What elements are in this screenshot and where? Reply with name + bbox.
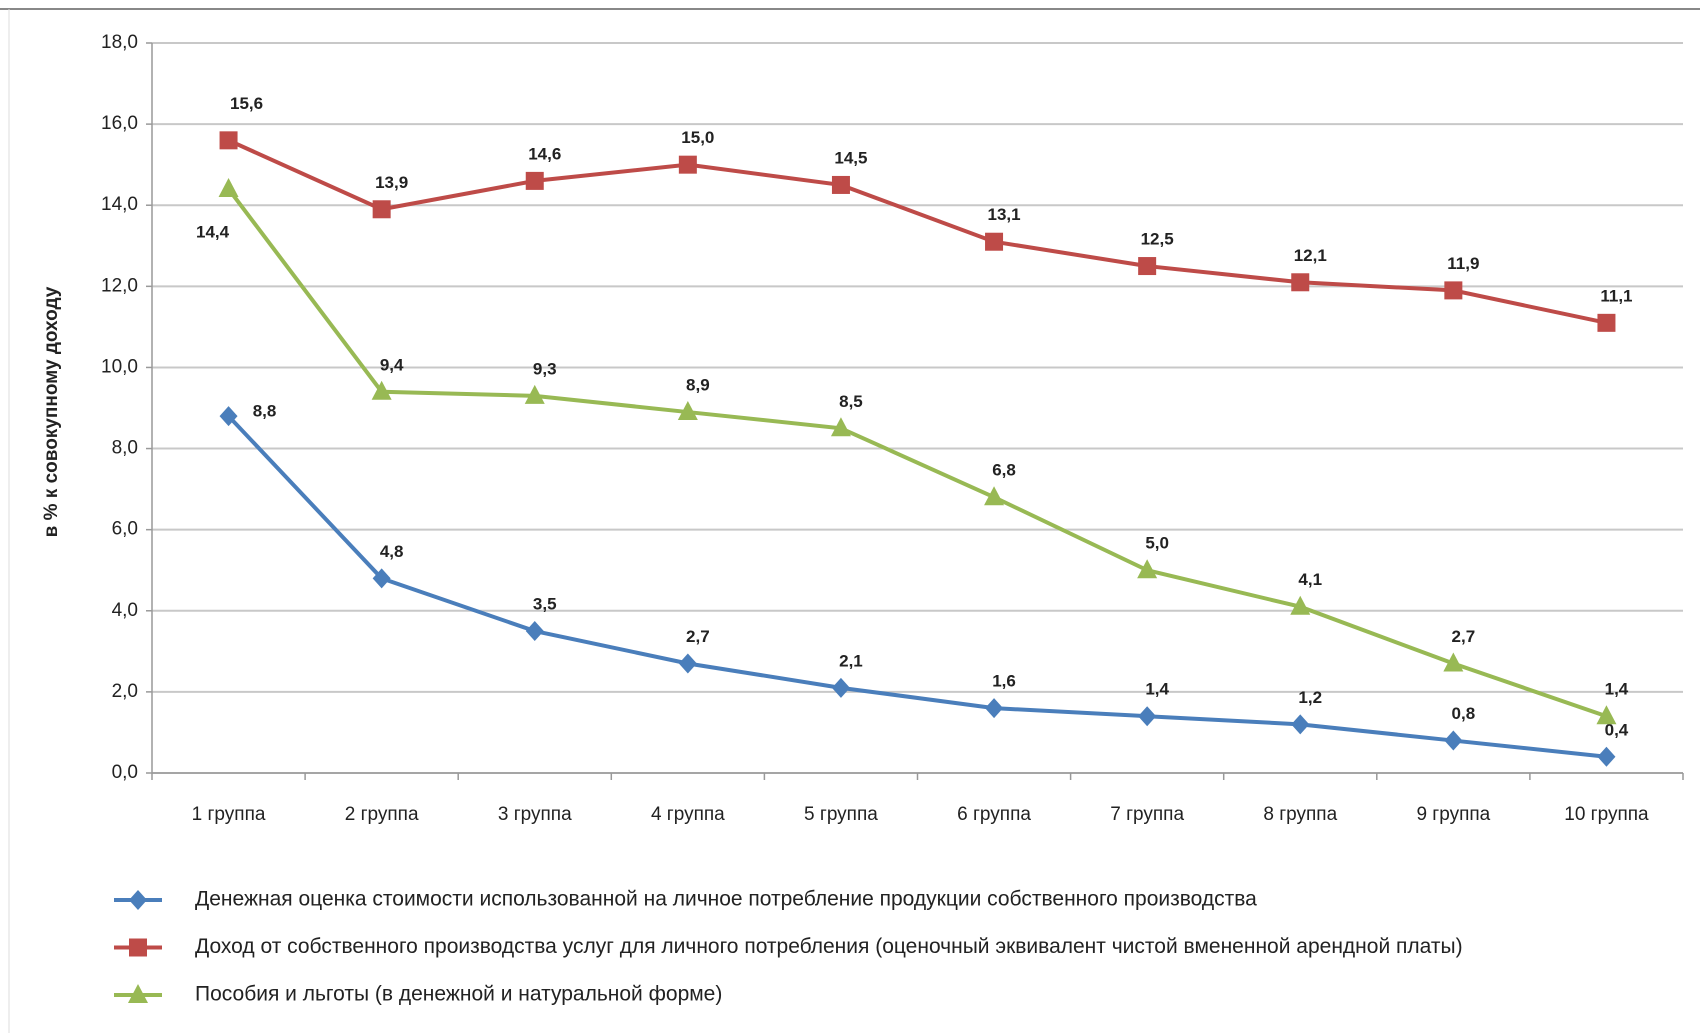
- data-label: 8,5: [839, 392, 863, 411]
- data-label: 15,6: [230, 94, 263, 113]
- data-point: [1597, 313, 1616, 332]
- data-label: 6,8: [992, 461, 1016, 480]
- data-point: [372, 568, 391, 589]
- data-label: 1,2: [1298, 688, 1322, 707]
- x-tick-label: 10 группа: [1564, 804, 1649, 825]
- data-label: 1,4: [1605, 680, 1629, 699]
- series-line: [227, 414, 1607, 759]
- data-point: [1137, 559, 1158, 579]
- data-point: [1138, 706, 1157, 727]
- data-point: [1444, 281, 1463, 300]
- y-tick-label: 6,0: [112, 519, 138, 540]
- y-tick-label: 10,0: [101, 356, 138, 377]
- data-point: [985, 698, 1004, 719]
- y-tick-label: 18,0: [101, 32, 138, 53]
- data-point: [1291, 714, 1310, 735]
- data-label: 14,5: [834, 148, 867, 167]
- data-point: [984, 486, 1005, 506]
- data-label: 8,8: [253, 402, 277, 421]
- data-label: 15,0: [681, 128, 714, 147]
- data-label: 11,9: [1447, 254, 1479, 273]
- data-label: 2,7: [686, 627, 710, 646]
- data-label: 1,4: [1145, 680, 1169, 699]
- data-label: 14,4: [196, 222, 230, 241]
- data-point: [678, 653, 697, 674]
- data-label: 14,6: [528, 144, 561, 163]
- series-line: [226, 187, 1608, 719]
- x-tick-label: 3 группа: [498, 804, 572, 825]
- data-label: 0,8: [1452, 704, 1476, 723]
- data-label: 8,9: [686, 376, 710, 395]
- data-point: [219, 406, 238, 427]
- data-point: [525, 621, 544, 642]
- data-point: [831, 175, 850, 194]
- legend-label: Денежная оценка стоимости использованной…: [195, 888, 1257, 911]
- data-point: [985, 232, 1004, 251]
- data-label: 12,1: [1294, 246, 1327, 265]
- y-tick-label: 14,0: [101, 194, 138, 215]
- y-tick-label: 16,0: [101, 113, 138, 134]
- data-point: [219, 131, 238, 150]
- legend-label: Доход от собственного производства услуг…: [195, 935, 1463, 958]
- data-label: 4,1: [1298, 570, 1322, 589]
- y-tick-label: 12,0: [101, 275, 138, 296]
- data-point: [1291, 273, 1310, 292]
- data-label: 9,4: [380, 355, 404, 374]
- y-tick-label: 2,0: [112, 681, 138, 702]
- data-label: 13,9: [375, 173, 408, 192]
- data-point: [371, 380, 392, 400]
- legend-label: Пособия и льготы (в денежной и натуральн…: [195, 983, 722, 1006]
- y-tick-label: 0,0: [112, 762, 138, 783]
- y-axis-label: в % к совокупному доходу: [41, 286, 62, 537]
- data-label: 2,1: [839, 651, 863, 670]
- series-line: [227, 138, 1607, 325]
- data-label: 5,0: [1145, 534, 1169, 553]
- data-point: [1444, 730, 1463, 751]
- data-point: [678, 155, 697, 174]
- x-tick-label: 8 группа: [1263, 804, 1337, 825]
- x-tick-label: 5 группа: [804, 804, 878, 825]
- data-label: 2,7: [1452, 627, 1476, 646]
- data-label: 13,1: [988, 205, 1021, 224]
- data-point: [1290, 595, 1311, 615]
- data-point: [1443, 652, 1464, 672]
- x-tick-label: 4 группа: [651, 804, 725, 825]
- data-label: 12,5: [1141, 230, 1174, 249]
- y-tick-label: 8,0: [112, 438, 138, 459]
- data-point: [830, 417, 851, 437]
- data-label: 9,3: [533, 359, 557, 378]
- x-tick-label: 2 группа: [345, 804, 419, 825]
- data-point: [525, 171, 544, 190]
- data-point: [1596, 705, 1617, 725]
- data-point: [677, 401, 698, 421]
- legend-marker: [129, 938, 147, 957]
- data-label: 4,8: [380, 542, 404, 561]
- data-label: 3,5: [533, 595, 557, 614]
- data-point: [218, 178, 239, 197]
- data-label: 1,6: [992, 672, 1016, 691]
- data-label: 0,4: [1605, 720, 1629, 739]
- data-point: [372, 200, 391, 219]
- legend-marker: [128, 984, 148, 1003]
- data-point: [831, 677, 850, 698]
- data-label: 11,1: [1600, 286, 1632, 305]
- legend-marker: [129, 890, 147, 910]
- x-tick-label: 1 группа: [192, 804, 266, 825]
- y-tick-label: 4,0: [112, 600, 138, 621]
- x-tick-label: 9 группа: [1416, 804, 1490, 825]
- data-point: [1597, 746, 1616, 767]
- x-tick-label: 7 группа: [1110, 804, 1184, 825]
- data-point: [524, 384, 545, 404]
- data-point: [1138, 257, 1157, 276]
- x-tick-label: 6 группа: [957, 804, 1031, 825]
